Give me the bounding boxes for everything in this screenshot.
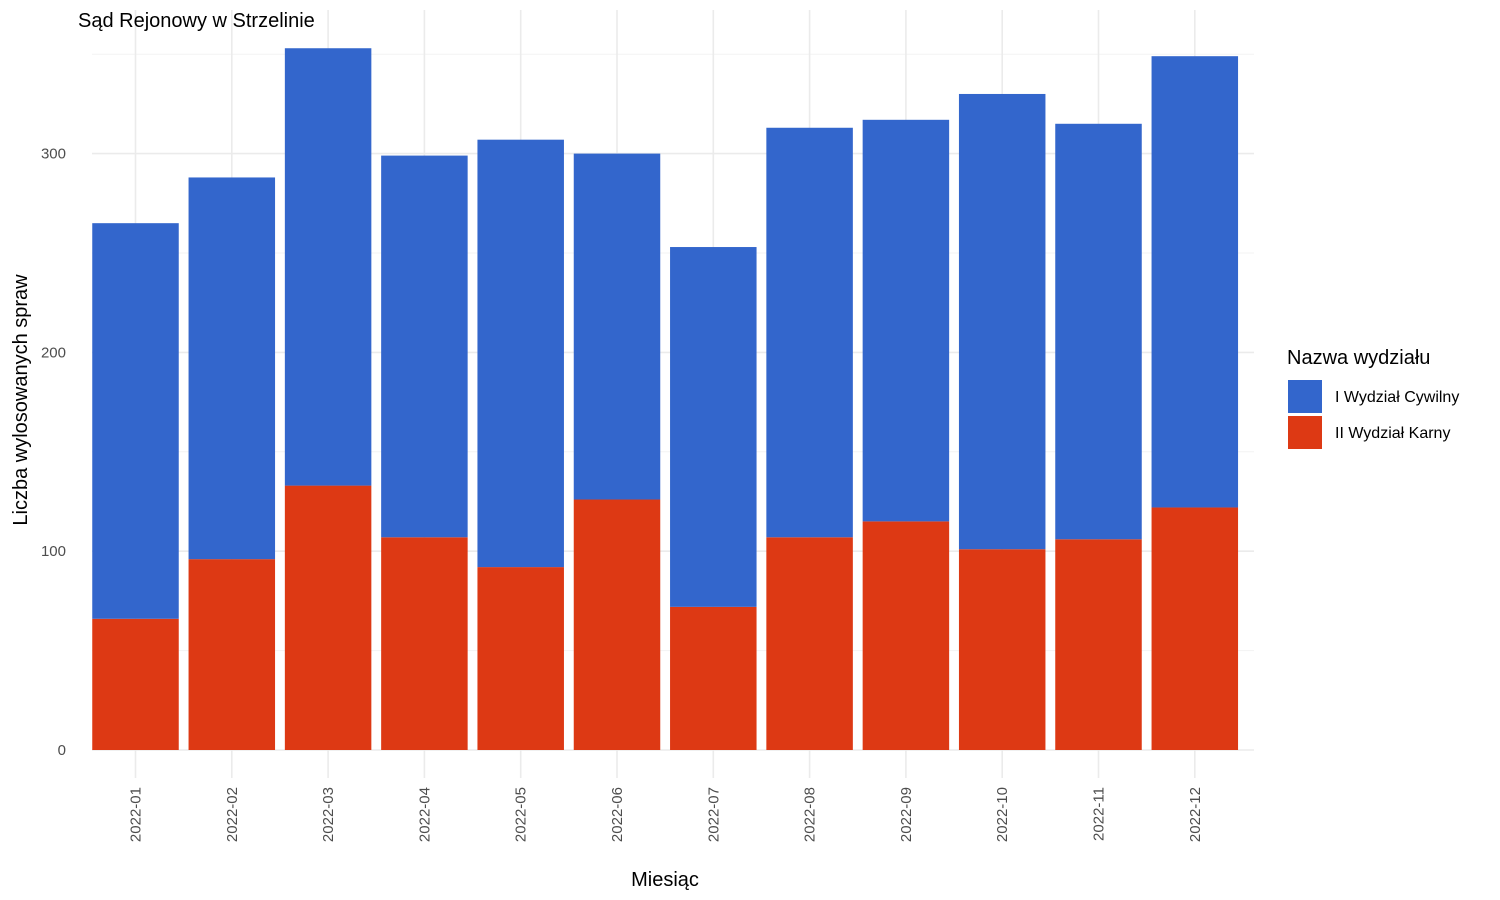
- bar-2022-03-ii-wydział-karny: [284, 485, 372, 750]
- x-tick-label: 2022-04: [416, 787, 433, 842]
- x-tick-label: 2022-10: [994, 787, 1011, 842]
- bar-2022-04-i-wydział-cywilny: [381, 155, 468, 538]
- x-tick-label: 2022-05: [513, 787, 530, 842]
- x-tick-label: 2022-01: [128, 787, 145, 842]
- y-tick-label: 200: [41, 344, 66, 361]
- bar-2022-06-i-wydział-cywilny: [573, 153, 661, 500]
- x-tick-label: 2022-03: [320, 787, 337, 842]
- bars: [92, 48, 1239, 750]
- legend-key: [1288, 380, 1322, 413]
- bar-2022-11-i-wydział-cywilny: [1055, 123, 1142, 540]
- bar-2022-09-ii-wydział-karny: [862, 521, 950, 750]
- bar-2022-08-i-wydział-cywilny: [766, 127, 853, 538]
- y-tick-label: 300: [41, 146, 66, 163]
- bar-2022-01-ii-wydział-karny: [92, 618, 179, 750]
- x-tick-label: 2022-02: [224, 787, 241, 842]
- bar-2022-10-i-wydział-cywilny: [958, 93, 1046, 550]
- x-tick-label: 2022-07: [705, 787, 722, 842]
- bar-2022-03-i-wydział-cywilny: [284, 48, 372, 486]
- x-tick-label: 2022-08: [802, 787, 819, 842]
- legend-label: I Wydział Cywilny: [1335, 389, 1459, 406]
- bar-2022-02-ii-wydział-karny: [188, 559, 276, 750]
- bar-2022-05-i-wydział-cywilny: [477, 139, 564, 568]
- bar-2022-09-i-wydział-cywilny: [862, 119, 950, 522]
- bar-2022-06-ii-wydział-karny: [573, 499, 661, 750]
- y-axis-ticks: 0 100 200 300: [41, 146, 66, 759]
- bar-2022-07-ii-wydział-karny: [670, 606, 757, 750]
- x-tick-label: 2022-12: [1187, 787, 1204, 842]
- x-axis-title: Miesiąc: [631, 869, 699, 891]
- bar-2022-12-i-wydział-cywilny: [1151, 56, 1239, 508]
- bar-2022-04-ii-wydział-karny: [381, 537, 468, 750]
- bar-2022-02-i-wydział-cywilny: [188, 177, 276, 560]
- bar-2022-08-ii-wydział-karny: [766, 537, 853, 750]
- x-tick-label: 2022-09: [898, 787, 915, 842]
- legend: Nazwa wydziału I Wydział Cywilny II Wydzi…: [1287, 347, 1459, 449]
- bar-2022-12-ii-wydział-karny: [1151, 507, 1239, 750]
- legend-key: [1288, 416, 1322, 449]
- x-axis-ticks: 2022-01 2022-02 2022-03 2022-04 2022-05 2022-…: [128, 787, 1204, 842]
- legend-label: II Wydział Karny: [1335, 425, 1450, 442]
- y-axis-title: Liczba wylosowanych spraw: [10, 274, 32, 526]
- bar-2022-10-ii-wydział-karny: [958, 549, 1046, 750]
- y-tick-label: 0: [58, 742, 66, 759]
- bar-2022-05-ii-wydział-karny: [477, 567, 564, 750]
- chart-title: Sąd Rejonowy w Strzelinie: [78, 10, 315, 32]
- x-tick-label: 2022-11: [1091, 787, 1108, 841]
- x-tick-label: 2022-06: [609, 787, 626, 842]
- bar-2022-11-ii-wydział-karny: [1055, 539, 1142, 750]
- y-tick-label: 100: [41, 543, 66, 560]
- bar-2022-01-i-wydział-cywilny: [92, 223, 179, 619]
- legend-title: Nazwa wydziału: [1287, 347, 1430, 369]
- bar-2022-07-i-wydział-cywilny: [670, 247, 757, 607]
